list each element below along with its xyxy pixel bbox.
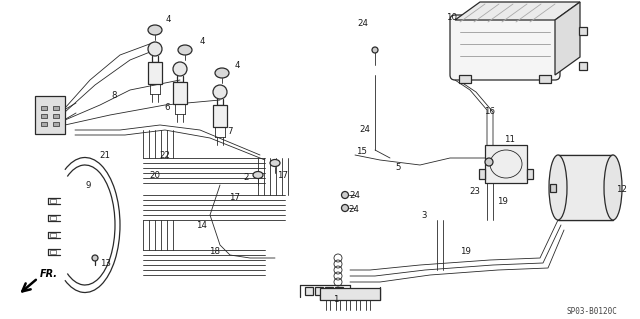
- Polygon shape: [455, 2, 580, 20]
- Ellipse shape: [215, 68, 229, 78]
- Circle shape: [342, 204, 349, 211]
- Text: 4: 4: [199, 38, 205, 47]
- Polygon shape: [555, 2, 580, 75]
- Text: 13: 13: [100, 258, 111, 268]
- Bar: [479, 169, 485, 179]
- Bar: [213, 105, 227, 127]
- Text: 21: 21: [99, 152, 111, 160]
- Text: 23: 23: [470, 188, 481, 197]
- Text: 10: 10: [447, 13, 458, 23]
- Bar: [53, 106, 59, 110]
- Ellipse shape: [148, 25, 162, 35]
- Text: 1: 1: [333, 295, 339, 305]
- Bar: [50, 250, 56, 254]
- Bar: [50, 216, 56, 220]
- Ellipse shape: [549, 155, 567, 220]
- Bar: [539, 75, 551, 83]
- Text: 12: 12: [616, 186, 627, 195]
- Text: 7: 7: [227, 128, 233, 137]
- Circle shape: [173, 62, 187, 76]
- Bar: [41, 122, 47, 126]
- Text: 9: 9: [85, 181, 91, 189]
- Bar: [527, 169, 533, 179]
- Text: 16: 16: [484, 107, 495, 115]
- Bar: [41, 114, 47, 118]
- Text: 17: 17: [230, 194, 241, 203]
- Bar: [305, 287, 313, 295]
- Text: 6: 6: [164, 102, 170, 112]
- Text: 4: 4: [234, 61, 240, 70]
- Text: 24: 24: [358, 19, 369, 27]
- Text: 24: 24: [349, 205, 360, 214]
- Text: 8: 8: [111, 91, 116, 100]
- Text: FR.: FR.: [40, 269, 58, 279]
- Text: 19: 19: [460, 248, 470, 256]
- Circle shape: [213, 85, 227, 99]
- Bar: [579, 27, 587, 35]
- Text: 24: 24: [349, 191, 360, 201]
- Text: 18: 18: [209, 248, 221, 256]
- Text: 20: 20: [150, 170, 161, 180]
- Bar: [320, 288, 380, 300]
- Bar: [485, 145, 527, 183]
- Circle shape: [342, 191, 349, 198]
- Bar: [173, 82, 187, 104]
- Ellipse shape: [253, 172, 263, 179]
- Text: 19: 19: [497, 197, 508, 205]
- Text: SP03-B0120C: SP03-B0120C: [566, 307, 618, 315]
- Ellipse shape: [178, 45, 192, 55]
- Text: 15: 15: [356, 146, 367, 155]
- Text: 4: 4: [165, 14, 171, 24]
- Ellipse shape: [604, 155, 622, 220]
- Bar: [41, 106, 47, 110]
- Text: 17: 17: [278, 170, 289, 180]
- Text: 14: 14: [196, 220, 207, 229]
- Bar: [53, 122, 59, 126]
- Bar: [148, 62, 162, 84]
- Bar: [315, 287, 323, 295]
- Text: 3: 3: [421, 211, 427, 219]
- Circle shape: [148, 42, 162, 56]
- Text: 2: 2: [243, 173, 249, 182]
- Bar: [550, 183, 556, 191]
- Bar: [335, 287, 343, 295]
- Bar: [50, 233, 56, 237]
- Circle shape: [485, 158, 493, 166]
- Text: 5: 5: [396, 162, 401, 172]
- Bar: [579, 62, 587, 70]
- Text: 11: 11: [504, 136, 515, 145]
- Circle shape: [372, 47, 378, 53]
- Bar: [325, 287, 333, 295]
- Circle shape: [92, 255, 98, 261]
- Bar: [459, 75, 471, 83]
- Bar: [50, 199, 56, 203]
- Text: 22: 22: [159, 152, 170, 160]
- Ellipse shape: [270, 160, 280, 167]
- Bar: [53, 114, 59, 118]
- FancyBboxPatch shape: [35, 96, 65, 134]
- FancyBboxPatch shape: [450, 15, 560, 80]
- Bar: [558, 155, 613, 220]
- Text: 24: 24: [360, 125, 371, 135]
